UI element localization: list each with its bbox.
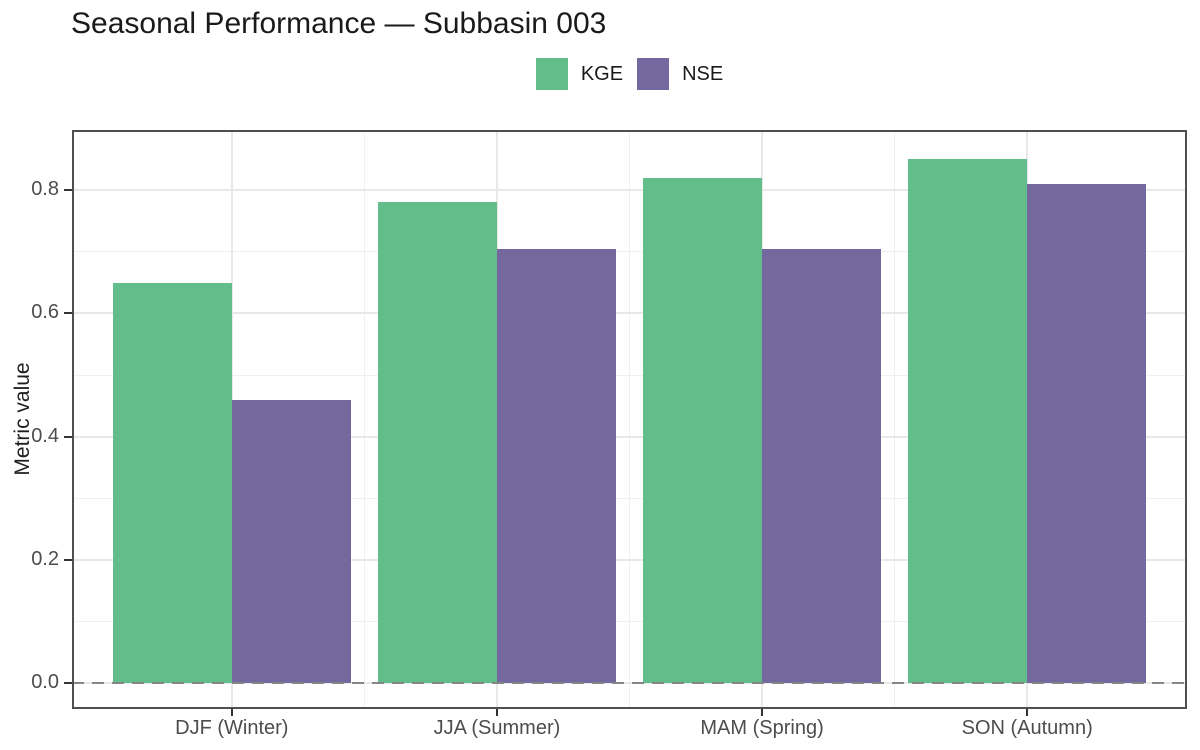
minor-gridline-vertical	[363, 130, 365, 709]
x-tick-label: MAM (Spring)	[700, 717, 824, 739]
bar-kge-1	[377, 202, 497, 684]
chart-title: Seasonal Performance — Subbasin 003	[71, 7, 607, 40]
bar-nse-3	[1027, 183, 1147, 684]
x-tick-label: DJF (Winter)	[175, 717, 289, 739]
y-axis-tick	[64, 682, 72, 685]
major-gridline-horizontal	[72, 312, 1187, 315]
plot-panel	[72, 130, 1187, 709]
zero-reference-line	[72, 682, 1187, 685]
legend-label-nse: NSE	[682, 62, 724, 85]
legend-item-kge: KGE	[535, 58, 624, 90]
major-gridline-horizontal	[72, 189, 1187, 192]
minor-gridline-vertical	[629, 130, 630, 709]
legend-swatch-kge	[535, 58, 568, 90]
bar-nse-0	[231, 399, 351, 684]
bar-kge-0	[112, 282, 232, 684]
x-axis-tick	[230, 709, 233, 716]
legend: KGE NSE	[72, 56, 1187, 92]
y-tick-label: 0.6	[31, 301, 59, 324]
y-tick-label: 0.4	[31, 424, 59, 447]
legend-label-kge: KGE	[580, 62, 624, 85]
bar-nse-1	[496, 248, 616, 684]
major-gridline-horizontal	[72, 435, 1187, 438]
bar-kge-3	[908, 159, 1028, 684]
y-tick-label: 0.8	[31, 178, 59, 201]
y-tick-label: 0.2	[31, 547, 59, 570]
x-axis-tick	[1026, 709, 1029, 716]
y-tick-label: 0.0	[31, 671, 59, 694]
x-tick-label: JJA (Summer)	[433, 717, 561, 739]
legend-item-nse: NSE	[637, 58, 723, 90]
minor-gridline-vertical	[894, 130, 896, 709]
legend-swatch-nse	[637, 58, 670, 90]
x-axis-tick	[761, 709, 764, 716]
y-axis-title: Metric value	[11, 362, 34, 476]
x-tick-label: SON (Autumn)	[961, 717, 1093, 739]
y-axis-tick	[64, 558, 72, 561]
x-axis-tick	[495, 709, 498, 716]
y-axis-tick	[64, 435, 72, 438]
major-gridline-horizontal	[72, 558, 1187, 561]
y-axis-tick	[64, 312, 72, 315]
bar-nse-2	[762, 248, 882, 684]
bar-kge-2	[643, 177, 763, 684]
y-axis-tick	[64, 189, 72, 192]
